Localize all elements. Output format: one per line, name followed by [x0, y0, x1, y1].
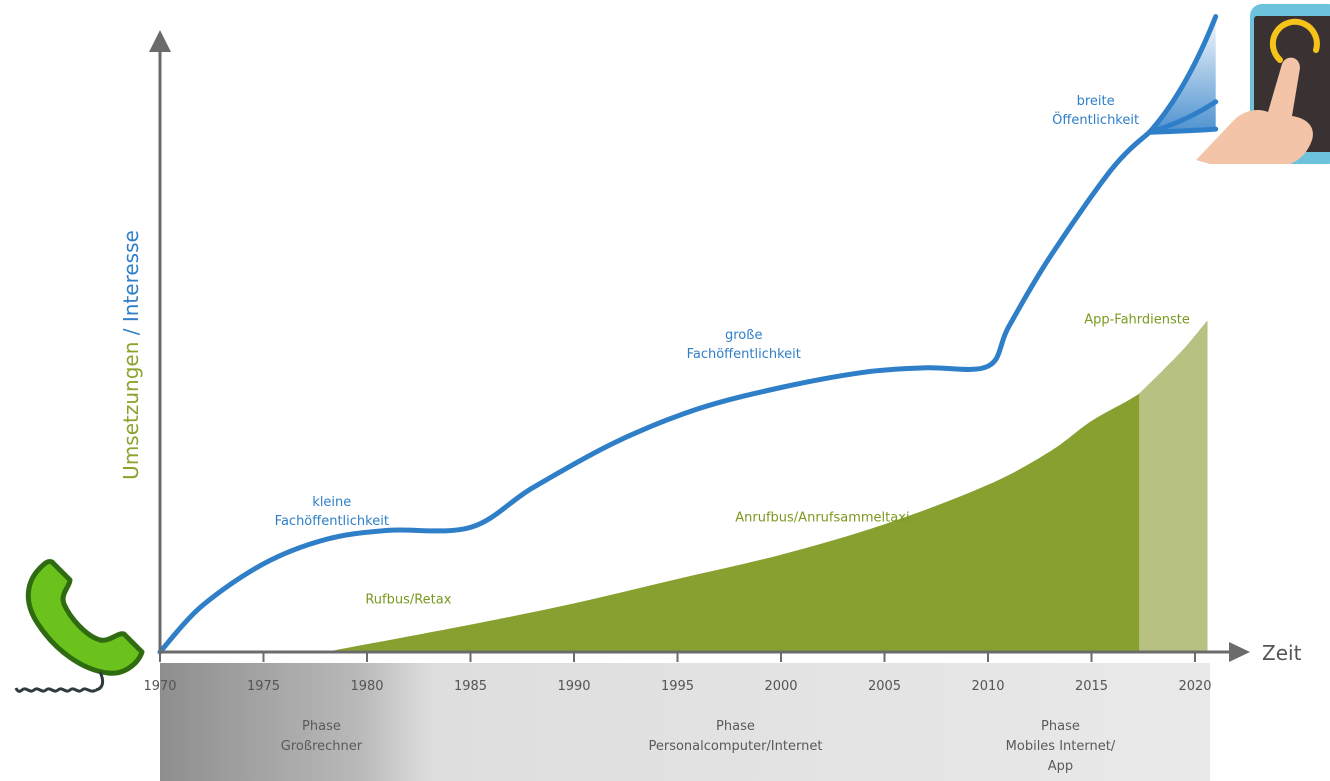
adoption-area-app	[1139, 320, 1208, 652]
y-axis-label-umsetzungen: Umsetzungen	[119, 342, 143, 480]
y-axis-label: Umsetzungen / Interesse	[119, 230, 143, 480]
x-tick-label: 2005	[868, 679, 901, 694]
x-tick-label: 1995	[661, 679, 694, 694]
x-tick-label: 1975	[247, 679, 280, 694]
interest-branch-1	[1147, 14, 1219, 135]
x-tick-label: 1980	[350, 679, 383, 694]
y-axis-label-interesse: Interesse	[119, 230, 143, 322]
x-ticks: 1970 1975 1980 1985 1990 1995 2000 2005 2010 2015…	[143, 652, 1212, 694]
x-axis-arrow-icon	[1229, 642, 1250, 662]
x-tick-label: 2015	[1075, 679, 1108, 694]
x-tick-label: 2000	[764, 679, 797, 694]
annotation-2: große Fachöffentlichkeit	[687, 328, 801, 362]
interest-branches	[1147, 14, 1219, 135]
phase-band	[160, 663, 1210, 781]
phase-label-3: Phase Mobiles Internet/App	[1006, 719, 1116, 774]
y-axis-arrow-icon	[149, 30, 171, 52]
annotation-1: kleine Fachöffentlichkeit	[275, 495, 389, 529]
tablet-touch-icon	[1196, 4, 1330, 165]
annotation-3: breite Öffentlichkeit	[1052, 94, 1139, 128]
interest-branch-3	[1147, 126, 1219, 135]
adoption-area-anrufbus	[325, 320, 1208, 652]
x-axis-label: Zeit	[1262, 641, 1302, 665]
phase-label-1: Phase Großrechner	[281, 719, 363, 754]
phase-label-2: Phase Personalcomputer/Internet	[648, 719, 822, 754]
annotation-4: Rufbus/Retax	[365, 592, 451, 607]
x-tick-label: 1970	[143, 679, 176, 694]
x-tick-label: 1985	[454, 679, 487, 694]
annotation-6: App-Fahrdienste	[1084, 313, 1190, 328]
x-tick-label: 1990	[557, 679, 590, 694]
y-axis-label-separator: /	[119, 322, 143, 341]
interest-line	[157, 129, 1152, 655]
x-tick-label: 2010	[971, 679, 1004, 694]
interest-fan	[1149, 16, 1216, 133]
phase-labels: Phase Großrechner Phase Personalcomputer/In…	[281, 719, 1116, 774]
x-tick-label: 2020	[1178, 679, 1211, 694]
annotation-5: Anrufbus/Anrufsammeltaxi	[735, 510, 909, 525]
annotations: kleine Fachöffentlichkeit große Fachöffentl…	[275, 94, 1190, 608]
telephone-handset-icon	[14, 559, 145, 693]
